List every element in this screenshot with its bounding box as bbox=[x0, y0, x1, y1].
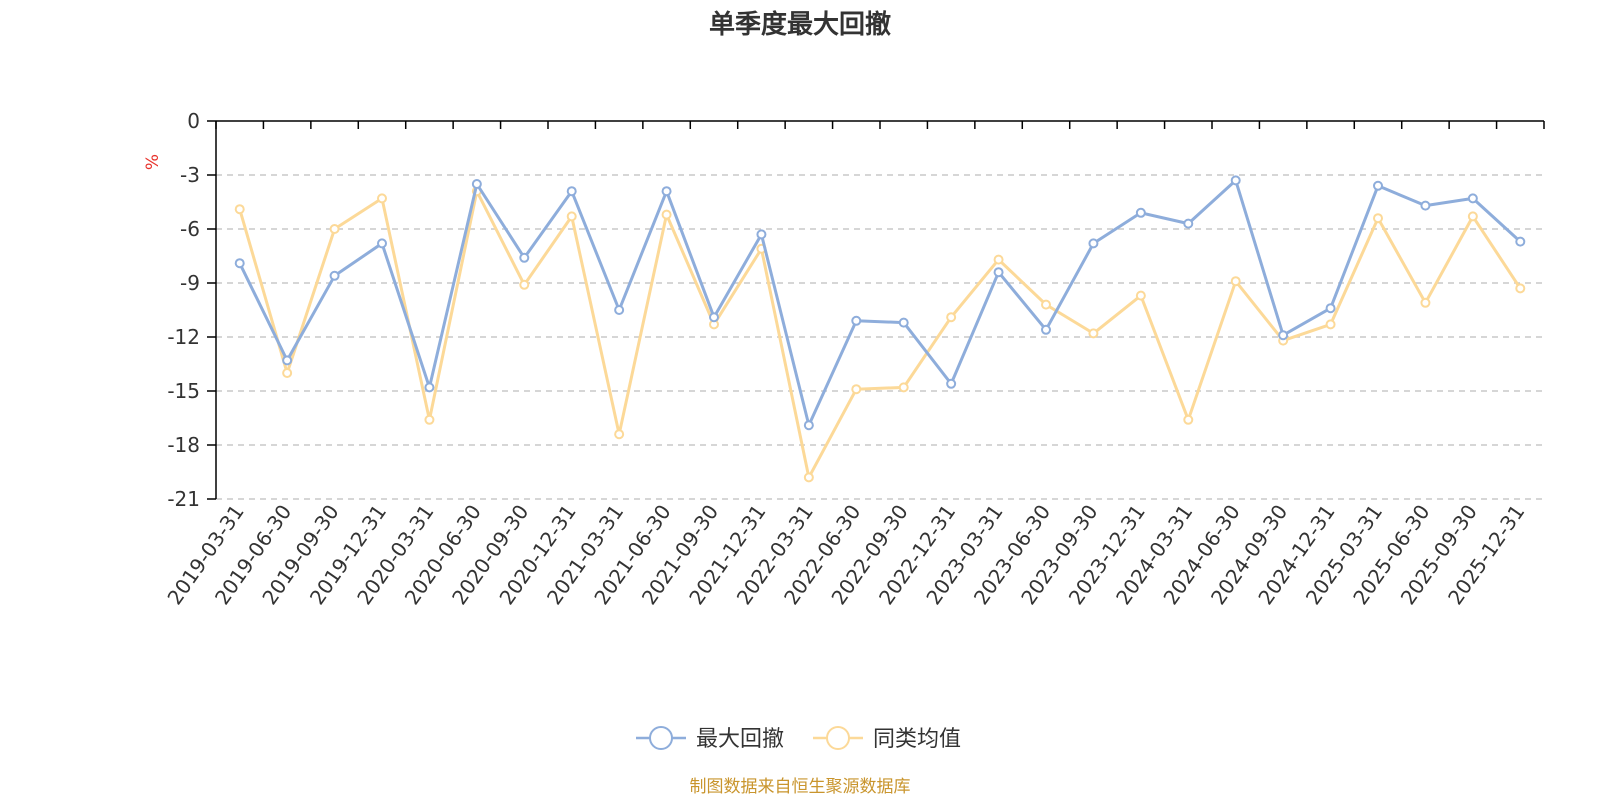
y-tick-label: -12 bbox=[167, 325, 200, 349]
data-point[interactable] bbox=[1183, 218, 1194, 229]
data-point[interactable] bbox=[1515, 236, 1526, 247]
data-point[interactable] bbox=[1135, 207, 1146, 218]
y-tick-label: -3 bbox=[180, 163, 200, 187]
data-point[interactable] bbox=[946, 312, 957, 323]
data-point[interactable] bbox=[1088, 328, 1099, 339]
data-point[interactable] bbox=[1420, 297, 1431, 308]
data-point[interactable] bbox=[329, 270, 340, 281]
data-source-note: 制图数据来自恒生聚源数据库 bbox=[690, 777, 911, 797]
data-point[interactable] bbox=[803, 420, 814, 431]
data-point[interactable] bbox=[282, 355, 293, 366]
legend-item[interactable]: 最大回撤 bbox=[636, 726, 784, 752]
legend-label: 同类均值 bbox=[873, 727, 961, 752]
y-tick-label: -9 bbox=[180, 271, 200, 295]
legend[interactable]: 最大回撤 同类均值 bbox=[636, 726, 961, 752]
data-point[interactable] bbox=[1230, 175, 1241, 186]
data-point[interactable] bbox=[1373, 180, 1383, 191]
data-point[interactable] bbox=[946, 378, 957, 389]
data-point[interactable] bbox=[1467, 193, 1478, 204]
y-tick-label: -6 bbox=[180, 217, 200, 241]
data-point[interactable] bbox=[756, 229, 767, 240]
legend-marker bbox=[649, 726, 673, 750]
data-point[interactable] bbox=[851, 315, 862, 326]
data-point[interactable] bbox=[1041, 324, 1051, 335]
y-axis-unit-label: % bbox=[143, 154, 163, 170]
y-tick-label: -21 bbox=[167, 487, 200, 511]
data-point[interactable] bbox=[1135, 290, 1146, 301]
data-point[interactable] bbox=[803, 472, 814, 483]
series-lines bbox=[234, 175, 1526, 483]
data-point[interactable] bbox=[1467, 211, 1478, 222]
data-point[interactable] bbox=[471, 179, 482, 189]
data-point[interactable] bbox=[661, 186, 672, 197]
data-point[interactable] bbox=[377, 193, 387, 204]
data-point[interactable] bbox=[377, 238, 387, 249]
data-point[interactable] bbox=[566, 211, 577, 222]
series-line bbox=[238, 178, 1522, 427]
data-point[interactable] bbox=[519, 279, 530, 290]
data-point[interactable] bbox=[614, 429, 625, 440]
data-point[interactable] bbox=[234, 204, 245, 215]
data-point[interactable] bbox=[1373, 213, 1383, 224]
data-point[interactable] bbox=[709, 312, 719, 323]
data-point[interactable] bbox=[851, 384, 862, 395]
chart-title: 单季度最大回撤 bbox=[709, 9, 891, 40]
data-point[interactable] bbox=[661, 209, 672, 220]
data-point[interactable] bbox=[1088, 238, 1099, 249]
data-point[interactable] bbox=[424, 382, 435, 393]
data-point[interactable] bbox=[614, 305, 625, 315]
axes: 0-3-6-9-12-15-18-212019-03-312019-06-302… bbox=[162, 109, 1545, 609]
data-point[interactable] bbox=[282, 368, 293, 378]
data-point[interactable] bbox=[898, 317, 909, 328]
data-point[interactable] bbox=[993, 254, 1004, 265]
data-point[interactable] bbox=[1325, 303, 1336, 314]
data-point[interactable] bbox=[1325, 319, 1336, 330]
legend-label: 最大回撤 bbox=[696, 727, 784, 752]
legend-item[interactable]: 同类均值 bbox=[813, 726, 961, 752]
series-2 bbox=[234, 186, 1526, 483]
data-point[interactable] bbox=[424, 414, 435, 425]
data-point[interactable] bbox=[898, 382, 909, 393]
series-1 bbox=[234, 175, 1526, 431]
y-tick-label: 0 bbox=[187, 109, 200, 133]
data-point[interactable] bbox=[993, 267, 1004, 278]
data-point[interactable] bbox=[234, 258, 245, 269]
legend-marker bbox=[826, 726, 850, 750]
data-point[interactable] bbox=[1278, 330, 1289, 341]
gridlines bbox=[216, 174, 1544, 500]
data-point[interactable] bbox=[519, 252, 530, 263]
data-point[interactable] bbox=[1420, 200, 1431, 211]
data-point[interactable] bbox=[1041, 299, 1051, 310]
series-line bbox=[238, 189, 1522, 479]
data-point[interactable] bbox=[1183, 414, 1194, 425]
y-tick-label: -18 bbox=[167, 433, 200, 457]
data-point[interactable] bbox=[566, 186, 577, 197]
y-tick-label: -15 bbox=[167, 379, 200, 403]
data-point[interactable] bbox=[1230, 276, 1241, 287]
data-point[interactable] bbox=[329, 224, 340, 234]
data-point[interactable] bbox=[1515, 283, 1526, 294]
